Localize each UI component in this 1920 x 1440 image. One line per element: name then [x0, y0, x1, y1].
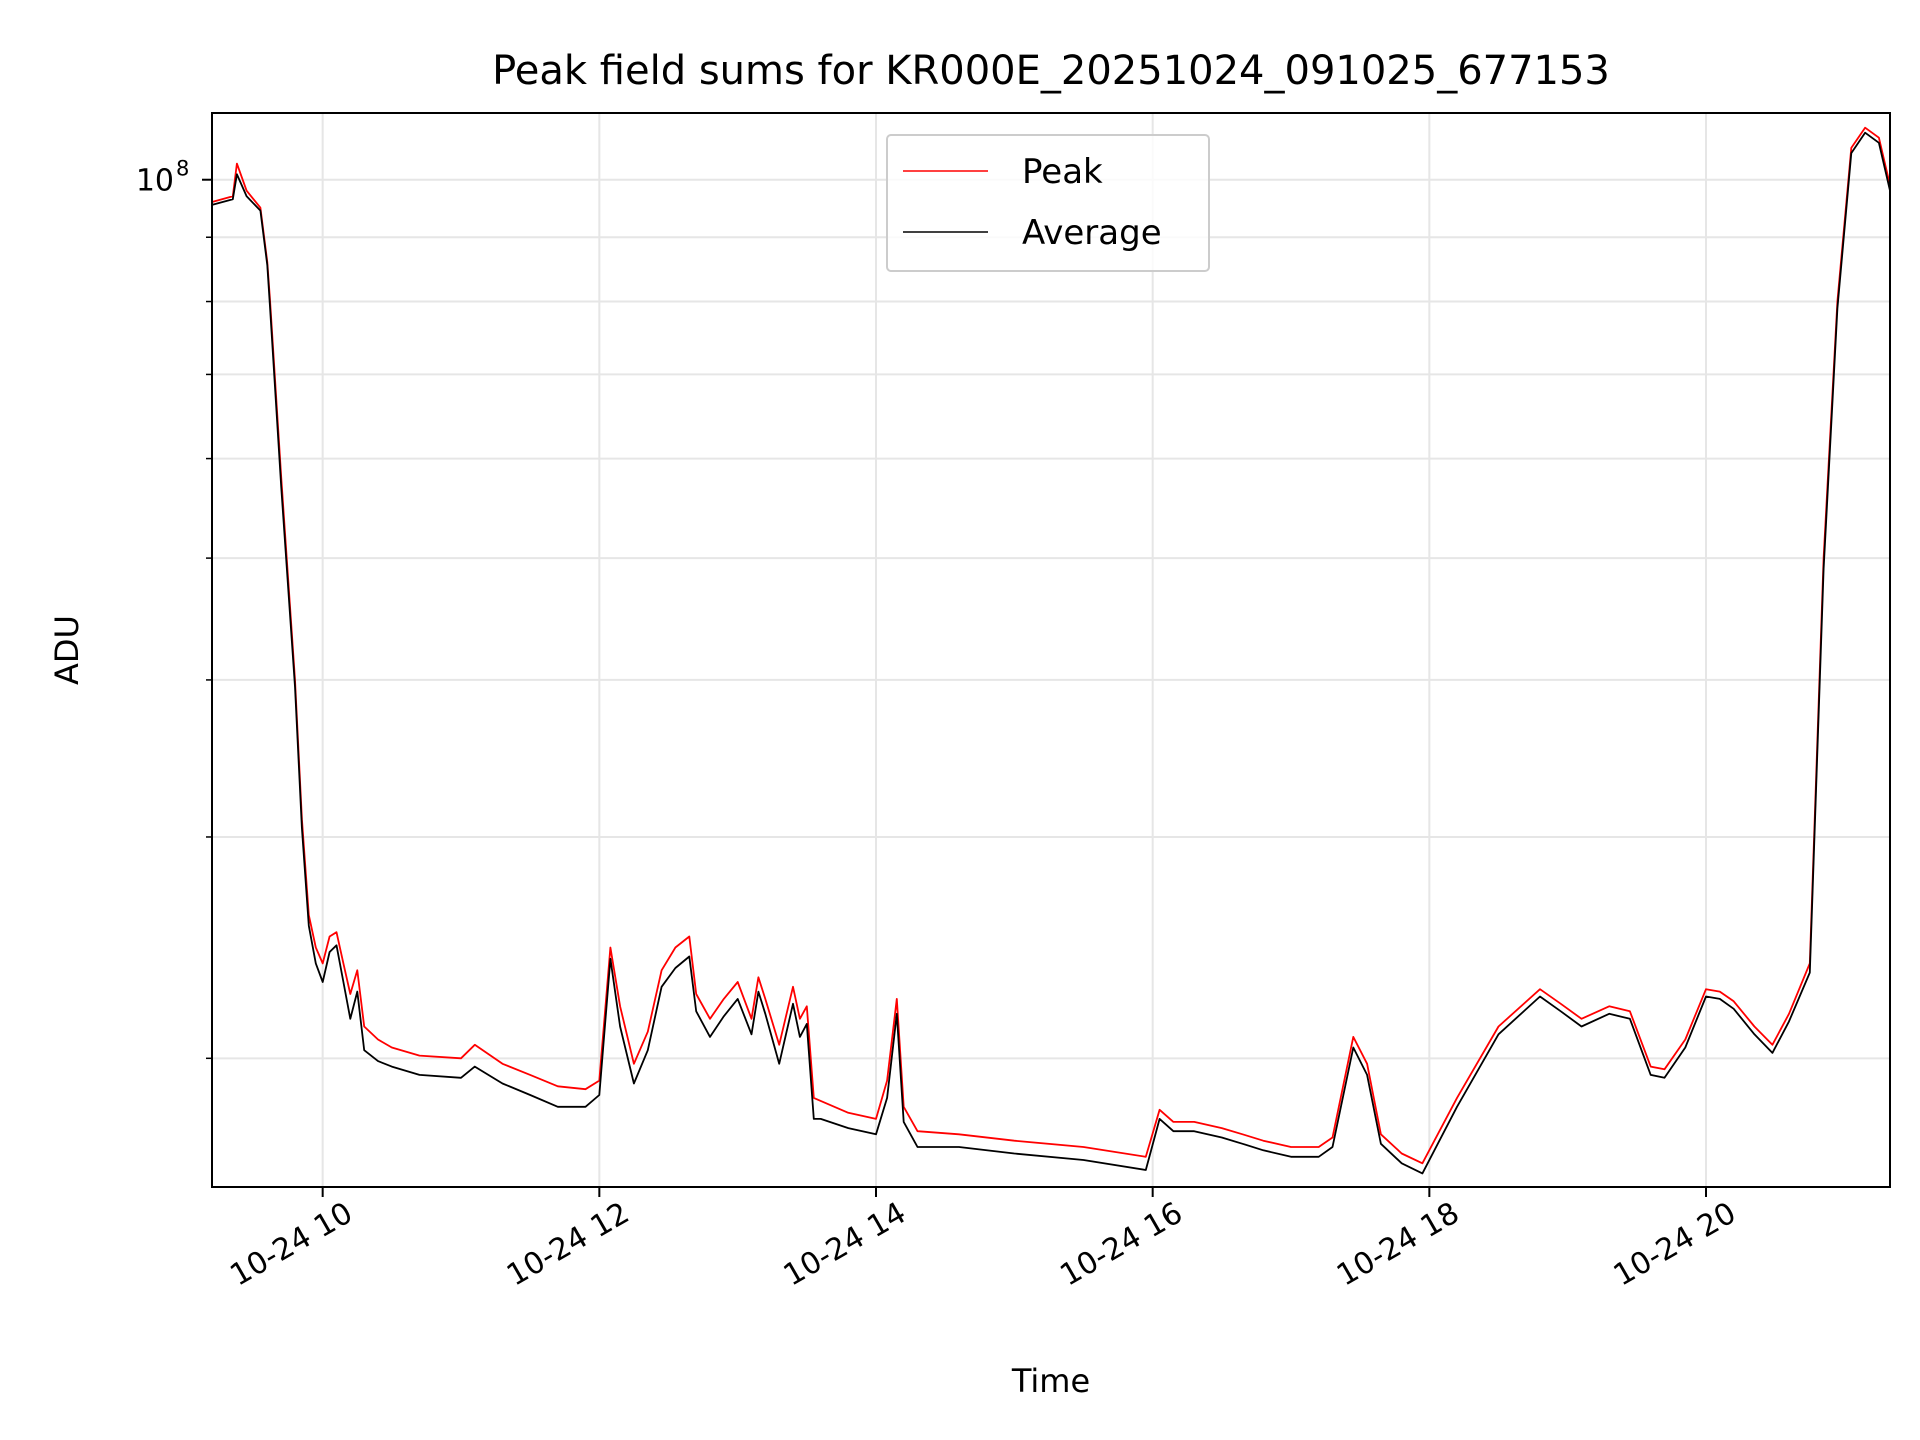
legend-box: [886, 134, 1210, 272]
plot-area-frame: [211, 112, 1891, 1188]
series-line-average: [211, 131, 1891, 1175]
legend-label-peak: Peak: [1022, 152, 1103, 192]
series-lines: [211, 126, 1891, 1175]
legend-label-average: Average: [1022, 213, 1162, 253]
chart-title: Peak field sums for KR000E_20251024_0910…: [492, 48, 1610, 94]
y-tick-label: 10: [136, 164, 174, 199]
y-tick-label-exponent: 8: [176, 157, 189, 181]
x-axis-title: Time: [1011, 1362, 1090, 1400]
y-axis-title: ADU: [48, 615, 86, 685]
series-line-peak: [211, 126, 1891, 1165]
legend: Peak Average: [886, 134, 1210, 272]
